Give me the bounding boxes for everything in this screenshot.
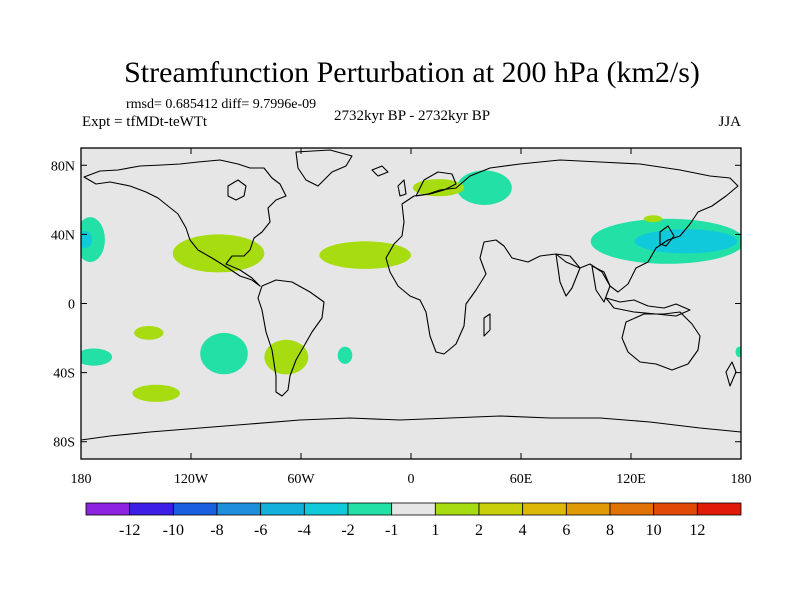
colorbar-swatch — [696, 502, 742, 516]
x-tick-label: 60W — [287, 472, 315, 487]
colorbar-label: -8 — [210, 522, 223, 539]
colorbar: -12 -10 -8 -6 -4 -2 -1 1 2 4 6 8 10 12 — [85, 502, 742, 539]
colorbar-label: 6 — [562, 522, 570, 539]
y-tick-label: 40N — [51, 228, 75, 243]
colorbar-label: -2 — [341, 522, 354, 539]
axis-ticks: 180 120W 60W 0 60E 120E 180 80N 40N 0 40S 80S — [51, 148, 752, 487]
x-tick-label: 120E — [616, 472, 646, 487]
coast-iceland — [371, 165, 389, 177]
coast-japan — [659, 225, 675, 247]
x-tick-label: 180 — [71, 472, 92, 487]
colorbar-swatch — [609, 502, 655, 516]
left-subtitle: Expt = tfMDt-teWTt — [82, 114, 208, 130]
colorbar-swatch — [347, 502, 393, 516]
x-tick-label: 60E — [510, 472, 533, 487]
map-background — [81, 148, 741, 459]
colorbar-swatch — [172, 502, 218, 516]
colorbar-label: 2 — [475, 522, 483, 539]
contour-region-5 — [81, 231, 92, 249]
contour-region-4 — [81, 217, 105, 263]
center-subtitle: 2732kyr BP - 2732kyr BP — [334, 108, 490, 124]
colorbar-swatch — [260, 502, 305, 516]
contour-region-16 — [132, 384, 180, 402]
contour-region-10 — [172, 234, 265, 273]
contour-region-3 — [634, 229, 738, 254]
coast-southeast-asia — [591, 265, 611, 303]
colorbar-label: -12 — [119, 522, 140, 539]
colorbar-swatch — [653, 502, 698, 516]
coast-south-america — [257, 279, 325, 397]
colorbar-label: 8 — [606, 522, 614, 539]
y-tick-label: 0 — [68, 298, 75, 313]
coast-india — [555, 253, 581, 297]
colorbar-label: 10 — [646, 522, 662, 539]
map-panel: 180 120W 60W 0 60E 120E 180 80N 40N 0 40S 80S — [51, 147, 752, 487]
colorbar-label: -10 — [163, 522, 184, 539]
contour-region-14 — [134, 326, 164, 340]
colorbar-swatch — [216, 502, 262, 516]
coast-new-zealand — [725, 361, 737, 387]
contour-region-8 — [337, 346, 353, 364]
coast-uk — [397, 179, 407, 197]
colorbar-label: -4 — [298, 522, 311, 539]
contour-region-9 — [735, 346, 741, 358]
colorbar-swatch — [522, 502, 567, 516]
coast-greenland — [295, 149, 353, 187]
right-subtitle: JJA — [718, 114, 741, 130]
colorbar-label: 4 — [519, 522, 527, 539]
colorbar-label: -6 — [254, 522, 267, 539]
coast-scandinavia — [415, 171, 457, 197]
coast-australia — [621, 311, 701, 371]
contour-region-7 — [81, 348, 113, 366]
x-tick-label: 120W — [174, 472, 209, 487]
contour-region-15 — [264, 339, 309, 375]
chart-title: Streamfunction Perturbation at 200 hPa (… — [124, 56, 700, 89]
colorbar-swatch — [565, 502, 611, 516]
colorbar-swatch — [434, 502, 480, 516]
contour-layer — [81, 170, 741, 402]
coast-eurasia-africa — [385, 159, 739, 355]
colorbar-label: 12 — [689, 522, 705, 539]
y-tick-label: 80S — [53, 436, 75, 451]
coast-indonesia — [605, 297, 691, 317]
coastlines — [81, 149, 741, 441]
coast-antarctica — [81, 415, 741, 441]
stats-text: rmsd= 0.685412 diff= 9.7996e-09 — [126, 97, 316, 112]
coast-north-america — [83, 159, 287, 287]
contour-region-6 — [200, 332, 248, 375]
colorbar-swatch — [478, 502, 524, 516]
colorbar-label: -1 — [385, 522, 398, 539]
colorbar-swatch — [303, 502, 349, 516]
y-tick-label: 40S — [53, 367, 75, 382]
colorbar-swatch — [129, 502, 174, 516]
colorbar-label: 1 — [431, 522, 439, 539]
contour-region-11 — [319, 241, 412, 269]
y-tick-label: 80N — [51, 159, 75, 174]
colorbar-swatch — [391, 502, 436, 516]
coast-hudson-bay — [227, 179, 247, 201]
contour-region-13 — [643, 215, 663, 223]
contour-region-1 — [456, 170, 512, 205]
coast-madagascar — [483, 313, 491, 337]
x-tick-label: 0 — [408, 472, 415, 487]
x-tick-label: 180 — [731, 472, 752, 487]
colorbar-swatch — [85, 502, 131, 516]
contour-region-12 — [412, 179, 465, 197]
